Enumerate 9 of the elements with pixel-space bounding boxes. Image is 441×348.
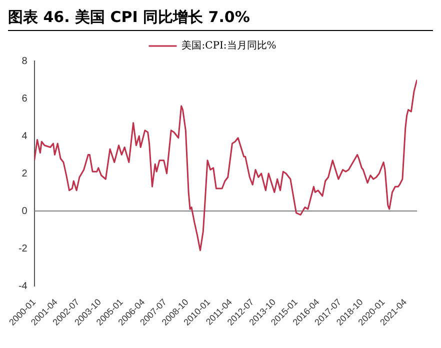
y-tick-label: 0 xyxy=(22,206,28,217)
y-tick-label: 4 xyxy=(22,130,28,142)
legend-label: 美国:CPI:当月同比% xyxy=(182,40,276,52)
y-tick-label: 8 xyxy=(22,56,28,67)
y-tick-label: -4 xyxy=(18,280,28,292)
y-tick-label: -2 xyxy=(18,243,28,254)
chart-title: 图表 46. 美国 CPI 同比增长 7.0% xyxy=(8,8,433,31)
y-tick-label: 2 xyxy=(22,168,28,180)
y-tick-label: 6 xyxy=(22,93,28,104)
